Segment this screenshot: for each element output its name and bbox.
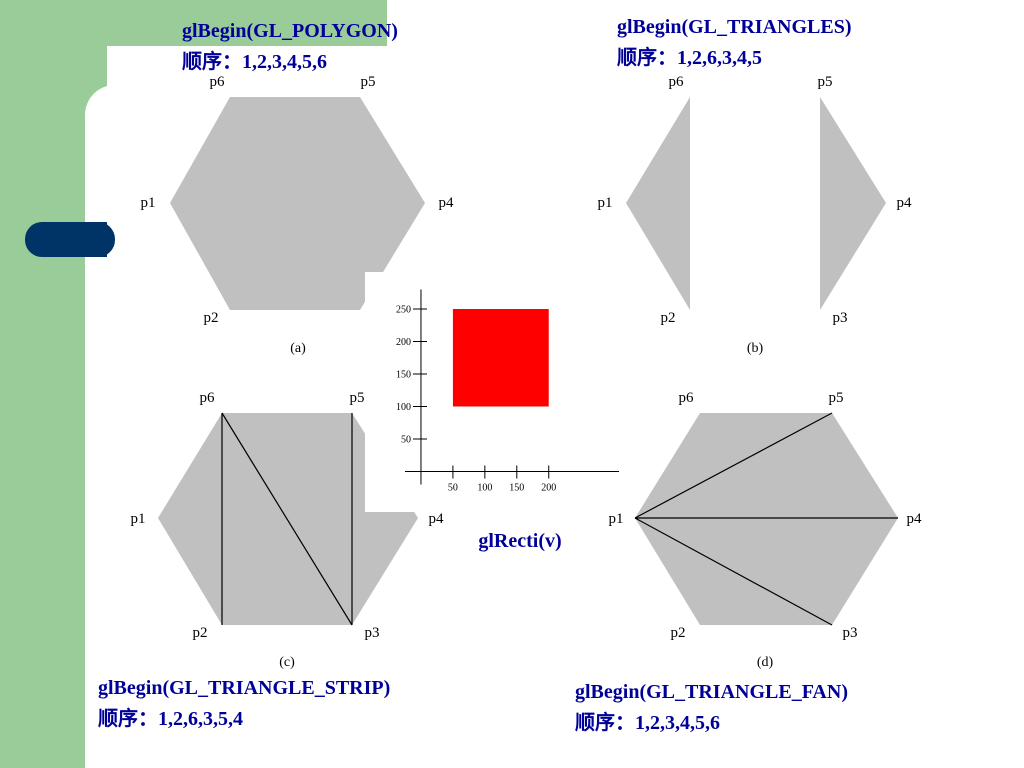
panel-title: glBegin(GL_TRIANGLE_FAN): [575, 681, 848, 703]
hexagon: [158, 413, 418, 625]
panel-caption: (c): [279, 655, 295, 670]
x-tick-label: 150: [509, 483, 524, 494]
vertex-label: p2: [671, 625, 686, 641]
vertex-label: p4: [429, 511, 445, 527]
fan-edges: [634, 412, 898, 626]
vertex-label: p6: [679, 390, 695, 406]
vertex-label: p6: [669, 74, 685, 90]
vertex-label: p1: [598, 195, 613, 211]
vertex-label: p1: [609, 511, 624, 527]
vertex-label: p3: [365, 625, 380, 641]
vertex-label: p4: [439, 195, 455, 211]
vertex-label: p6: [210, 74, 226, 90]
vertex-label: p2: [204, 310, 219, 326]
y-tick-label: 150: [396, 370, 411, 381]
plot-title: glRecti(v): [478, 530, 561, 552]
x-tick-label: 50: [448, 483, 458, 494]
vertex-label: p4: [897, 195, 913, 211]
vertex-label: p2: [193, 625, 208, 641]
panel-title: glBegin(GL_POLYGON): [182, 20, 398, 42]
vertex-label: p1: [141, 195, 156, 211]
rect-mark: [452, 309, 549, 407]
vertex-label: p3: [833, 310, 848, 326]
x-tick-label: 200: [541, 483, 556, 494]
panel-title: glBegin(GL_TRIANGLE_STRIP): [98, 677, 390, 699]
panel-order: 顺序：1,2,3,4,5,6: [575, 710, 720, 734]
y-tick-label: 100: [396, 402, 411, 413]
strip-edges: [221, 412, 353, 626]
y-tick-label: 200: [396, 337, 411, 348]
vertex-label: p5: [829, 390, 844, 406]
hexagon: [635, 413, 898, 625]
hexagon: [170, 97, 425, 310]
vertex-label: p1: [131, 511, 146, 527]
panel-caption: (a): [290, 341, 306, 356]
panel-caption: (d): [757, 655, 774, 670]
y-tick-label: 250: [396, 305, 411, 316]
x-tick-label: 100: [477, 483, 492, 494]
triangle: [820, 97, 886, 310]
vertex-label: p6: [200, 390, 216, 406]
vertex-label: p3: [843, 625, 858, 641]
vertex-label: p5: [818, 74, 833, 90]
panel-order: 顺序：1,2,6,3,4,5: [617, 45, 762, 69]
vertex-label: p5: [350, 390, 365, 406]
vertex-label: p2: [661, 310, 676, 326]
y-tick-label: 50: [401, 435, 411, 446]
accent-pill-end: [85, 222, 107, 257]
triangle: [626, 97, 690, 310]
vertex-label: p4: [907, 511, 923, 527]
panel-order: 顺序：1,2,6,3,5,4: [98, 706, 243, 730]
panel-order: 顺序：1,2,3,4,5,6: [182, 49, 327, 73]
vertex-label: p5: [361, 74, 376, 90]
panel-title: glBegin(GL_TRIANGLES): [617, 16, 851, 38]
panel-caption: (b): [747, 341, 764, 356]
